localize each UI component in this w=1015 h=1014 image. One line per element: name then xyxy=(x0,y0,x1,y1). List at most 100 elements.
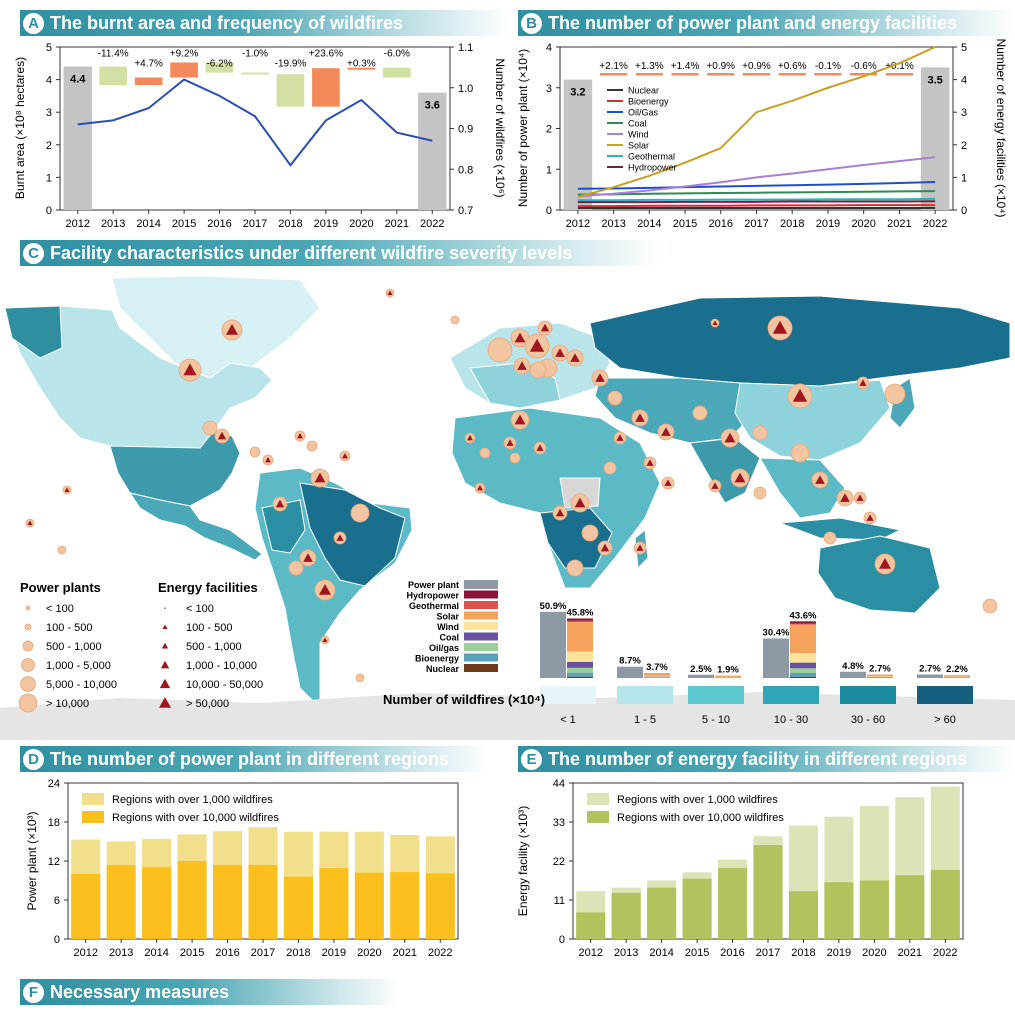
e-bar-over-10000 xyxy=(930,869,960,939)
panel-b-legend: NuclearBioenergyOil/GasCoalWindSolarGeot… xyxy=(607,86,677,173)
energy-facility-marker xyxy=(711,482,719,489)
power-plant-marker xyxy=(692,405,708,421)
b-xtick-label: 2018 xyxy=(780,218,804,230)
e-bar-over-10000 xyxy=(718,868,748,939)
energy-facility-share-label: 3.7% xyxy=(646,662,668,673)
wildfire-bin-label: 5 - 10 xyxy=(702,714,730,726)
b-change-bar xyxy=(635,73,663,76)
d-xtick-label: 2020 xyxy=(357,947,381,959)
a-ytick-label: 0 xyxy=(46,205,52,217)
a-ytick-label: 2 xyxy=(46,140,52,152)
e-bar-over-10000 xyxy=(824,882,854,939)
stack-legend-label: Oil/gas xyxy=(429,643,459,653)
panel-d-title: The number of power plant in different r… xyxy=(50,748,450,769)
energy-facility-share-segment xyxy=(567,651,593,662)
power-plant-marker xyxy=(790,443,810,463)
energy-facility-marker xyxy=(635,413,645,422)
energy-facility-marker xyxy=(217,431,227,440)
b-series-line xyxy=(577,156,936,198)
power-plant-legend-label: 1,000 - 5,000 xyxy=(46,660,111,672)
energy-facility-marker xyxy=(517,361,527,370)
power-plant-share-bar xyxy=(540,611,566,678)
wildfire-bin-swatch xyxy=(540,686,596,704)
power-plant-legend-marker xyxy=(25,605,31,611)
energy-facility-marker xyxy=(734,472,746,483)
power-plant-share-bar xyxy=(688,674,714,678)
a-xtick-label: 2016 xyxy=(207,218,231,230)
energy-facility-marker xyxy=(183,363,197,376)
energy-facility-share-label: 2.2% xyxy=(946,664,968,675)
panel-e-letter: E xyxy=(521,748,542,770)
energy-facility-marker xyxy=(600,543,610,552)
e-xtick-label: 2020 xyxy=(862,947,886,959)
panel-a-header: A The burnt area and frequency of wildfi… xyxy=(20,10,510,36)
stack-legend-swatch xyxy=(464,632,498,641)
wildfire-bin-label: < 1 xyxy=(560,714,576,726)
a-change-label: -11.4% xyxy=(98,48,129,59)
energy-facility-legend-marker xyxy=(160,660,170,669)
energy-facilities-legend-title: Energy facilities xyxy=(158,580,258,595)
a-change-label: -19.9% xyxy=(275,58,307,69)
e-bar-over-10000 xyxy=(895,875,925,939)
b-change-label: +0.9% xyxy=(706,61,735,72)
power-plant-legend-label: > 10,000 xyxy=(46,698,89,710)
b-series-line xyxy=(577,180,936,190)
power-plant-marker xyxy=(566,559,584,577)
panel-c-inset: Power plants Energy facilities < 100 100 - … xyxy=(18,580,973,726)
stack-legend-swatch xyxy=(464,580,498,589)
energy-facility-legend-marker xyxy=(159,678,171,689)
d-xtick-label: 2018 xyxy=(286,947,310,959)
energy-facility-marker xyxy=(815,475,825,484)
b-change-bar xyxy=(885,73,913,76)
energy-facility-share-label: 2.7% xyxy=(869,663,891,674)
stack-legend-label: Geothermal xyxy=(409,601,459,611)
a-ytick-label: 4 xyxy=(46,75,52,87)
a-change-bar xyxy=(312,68,340,107)
power-plant-marker xyxy=(607,390,623,406)
a-ytick-label: 1 xyxy=(46,172,52,184)
a-xtick-label: 2012 xyxy=(65,218,89,230)
a-endpoint-label: 3.6 xyxy=(425,100,440,112)
power-plant-legend-marker xyxy=(21,658,35,672)
a-change-label: +23.6% xyxy=(309,48,343,59)
energy-facility-share-segment xyxy=(790,621,816,624)
energy-facility-marker xyxy=(856,494,864,501)
b-series-line xyxy=(577,46,936,198)
panel-e-header: E The number of energy facility in diffe… xyxy=(518,746,1015,772)
power-plant-share-label: 4.8% xyxy=(842,661,864,672)
power-plant-legend-marker xyxy=(22,640,34,652)
panel-c-header: C Facility characteristics under differe… xyxy=(20,240,660,266)
power-plant-legend-label: 100 - 500 xyxy=(46,622,92,634)
energy-facility-marker xyxy=(661,427,671,436)
d-bar-over-10000 xyxy=(319,868,349,939)
b-endpoint-label: 3.5 xyxy=(927,74,942,86)
power-plant-marker xyxy=(355,673,365,683)
b-legend-label: Geothermal xyxy=(628,152,675,162)
power-plant-share-label: 8.7% xyxy=(619,656,641,667)
energy-facility-legend-marker xyxy=(159,697,171,708)
energy-facility-share-segment xyxy=(567,661,593,668)
d-xtick-label: 2013 xyxy=(109,947,133,959)
a-xtick-label: 2019 xyxy=(314,218,338,230)
stack-legend-swatch xyxy=(464,611,498,620)
panel-c-letter: C xyxy=(23,242,44,264)
d-legend-swatch xyxy=(82,811,104,823)
b-change-bar xyxy=(850,73,878,76)
b-legend-label: Solar xyxy=(628,141,649,151)
b-y2tick-label: 5 xyxy=(961,42,967,54)
energy-facility-marker xyxy=(226,324,238,335)
energy-facility-share-segment xyxy=(715,675,741,677)
d-bar-over-10000 xyxy=(390,872,420,939)
e-xtick-label: 2015 xyxy=(685,947,709,959)
energy-facility-share-segment xyxy=(567,672,593,677)
a-endpoint-label: 4.4 xyxy=(70,74,86,86)
energy-facility-marker xyxy=(772,320,788,334)
e-bar-over-10000 xyxy=(753,845,783,939)
energy-facility-marker xyxy=(595,373,605,382)
panel-f-title: Necessary measures xyxy=(50,981,230,1002)
a-ytick-label: 5 xyxy=(46,42,52,54)
a-change-bar xyxy=(170,62,198,78)
power-plant-marker xyxy=(509,452,521,464)
energy-facility-marker xyxy=(342,453,348,459)
d-xtick-label: 2021 xyxy=(393,947,417,959)
